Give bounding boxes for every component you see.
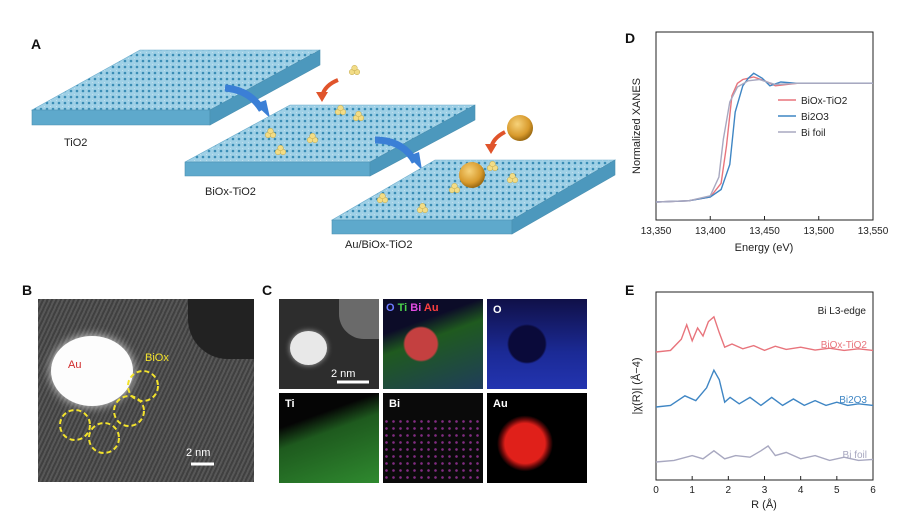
au-nanoparticle bbox=[459, 162, 485, 188]
ti-map-tile: Ti bbox=[279, 393, 379, 483]
biox-label: BiOx bbox=[145, 352, 169, 364]
exafs-chart: 0 1 2 3 4 5 6 Bi L3-edge |χ(R)| (Å−4) R (Å) Bi… bbox=[630, 291, 876, 511]
bi-map-label: Bi bbox=[389, 398, 400, 410]
biox-tio2-slab bbox=[184, 104, 476, 177]
haadf-stem-image: Au BiOx 2 nm bbox=[38, 299, 254, 482]
xanes-series-bi2o3 bbox=[655, 72, 873, 203]
overlay-legend: O Ti Bi Au bbox=[386, 302, 439, 314]
panel-a-schematic bbox=[30, 49, 617, 235]
xanes-x-tick-label: 13,550 bbox=[858, 226, 889, 237]
exafs-series-biox-tio2 bbox=[655, 315, 874, 353]
exafs-x-tick-label: 5 bbox=[834, 485, 840, 496]
exafs-x-tick-label: 0 bbox=[653, 485, 659, 496]
o-map-label: O bbox=[493, 304, 502, 316]
xanes-plot-frame bbox=[655, 31, 874, 221]
exafs-x-tick-label: 4 bbox=[798, 485, 804, 496]
au-map-label: Au bbox=[493, 398, 508, 410]
xanes-x-tick-label: 13,500 bbox=[803, 226, 834, 237]
xanes-x-tick-label: 13,350 bbox=[641, 226, 672, 237]
panel-d-letter: D bbox=[625, 30, 636, 46]
exafs-x-label: R (Å) bbox=[751, 498, 777, 511]
xanes-legend-label-biox-tio2: BiOx-TiO2 bbox=[801, 96, 848, 107]
xanes-chart: 13,350 13,400 13,450 13,500 13,550 BiOx-TiO2… bbox=[631, 31, 889, 254]
au-map-tile: Au bbox=[487, 393, 587, 483]
exafs-x-tick-label: 2 bbox=[726, 485, 732, 496]
scale-bar-label: 2 nm bbox=[186, 447, 211, 459]
exafs-series-label-biox-tio2: BiOx-TiO2 bbox=[821, 340, 868, 351]
panel-e-letter: E bbox=[625, 282, 635, 298]
exafs-series-bi-foil bbox=[655, 445, 874, 463]
exafs-x-tick-label: 3 bbox=[762, 485, 768, 496]
xanes-x-label: Energy (eV) bbox=[735, 242, 794, 254]
panel-c-letter: C bbox=[262, 282, 273, 298]
label-tio2: TiO2 bbox=[64, 137, 88, 149]
exafs-series-label-bi2o3: Bi2O3 bbox=[839, 395, 867, 406]
xanes-x-tick-label: 13,450 bbox=[749, 226, 780, 237]
bi-cluster bbox=[349, 65, 361, 76]
exafs-plot-frame bbox=[655, 291, 874, 481]
exafs-y-label: |χ(R)| (Å−4) bbox=[630, 357, 643, 414]
au-nanoparticle-incoming bbox=[507, 115, 533, 141]
exafs-series-label-bi-foil: Bi foil bbox=[843, 450, 867, 461]
exafs-series-bi2o3 bbox=[655, 368, 874, 408]
exafs-x-tick-label: 1 bbox=[689, 485, 695, 496]
bi-map-tile: Bi bbox=[383, 393, 483, 483]
panel-b-letter: B bbox=[22, 282, 33, 298]
xanes-legend-label-bi2o3: Bi2O3 bbox=[801, 112, 829, 123]
panel-a-letter: A bbox=[31, 36, 42, 52]
xanes-x-tick-label: 13,400 bbox=[695, 226, 726, 237]
xanes-y-label: Normalized XANES bbox=[631, 78, 643, 174]
au-label: Au bbox=[68, 359, 82, 371]
o-map-tile: O bbox=[487, 299, 587, 389]
xanes-series-bi-foil bbox=[655, 78, 873, 203]
eds-overlay-tile: O Ti Bi Au bbox=[383, 299, 483, 389]
label-au-biox-tio2: Au/BiOx-TiO2 bbox=[345, 239, 413, 251]
label-biox-tio2: BiOx-TiO2 bbox=[205, 186, 256, 198]
stem-tile: 2 nm bbox=[279, 299, 379, 389]
exafs-x-tick-label: 6 bbox=[870, 485, 876, 496]
exafs-title: Bi L3-edge bbox=[818, 306, 867, 317]
scale-bar-label-c: 2 nm bbox=[331, 368, 356, 380]
xanes-legend-label-bi-foil: Bi foil bbox=[801, 128, 825, 139]
ti-map-label: Ti bbox=[285, 398, 295, 410]
au-biox-tio2-slab bbox=[330, 159, 617, 235]
tio2-slab bbox=[30, 49, 321, 126]
